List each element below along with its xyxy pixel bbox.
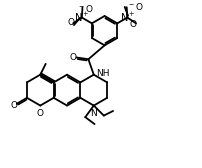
Text: $\mathregular{N}^+$: $\mathregular{N}^+$ [74,11,90,24]
Text: $\mathregular{N}^+$: $\mathregular{N}^+$ [120,11,135,24]
Text: NH: NH [96,69,109,78]
Text: O: O [10,101,17,110]
Text: $^-$O: $^-$O [77,3,94,14]
Text: O: O [129,20,136,29]
Text: O: O [37,109,44,118]
Text: $^-$O: $^-$O [127,1,144,12]
Text: O: O [68,18,75,27]
Text: N: N [90,109,97,118]
Text: O: O [70,53,77,62]
